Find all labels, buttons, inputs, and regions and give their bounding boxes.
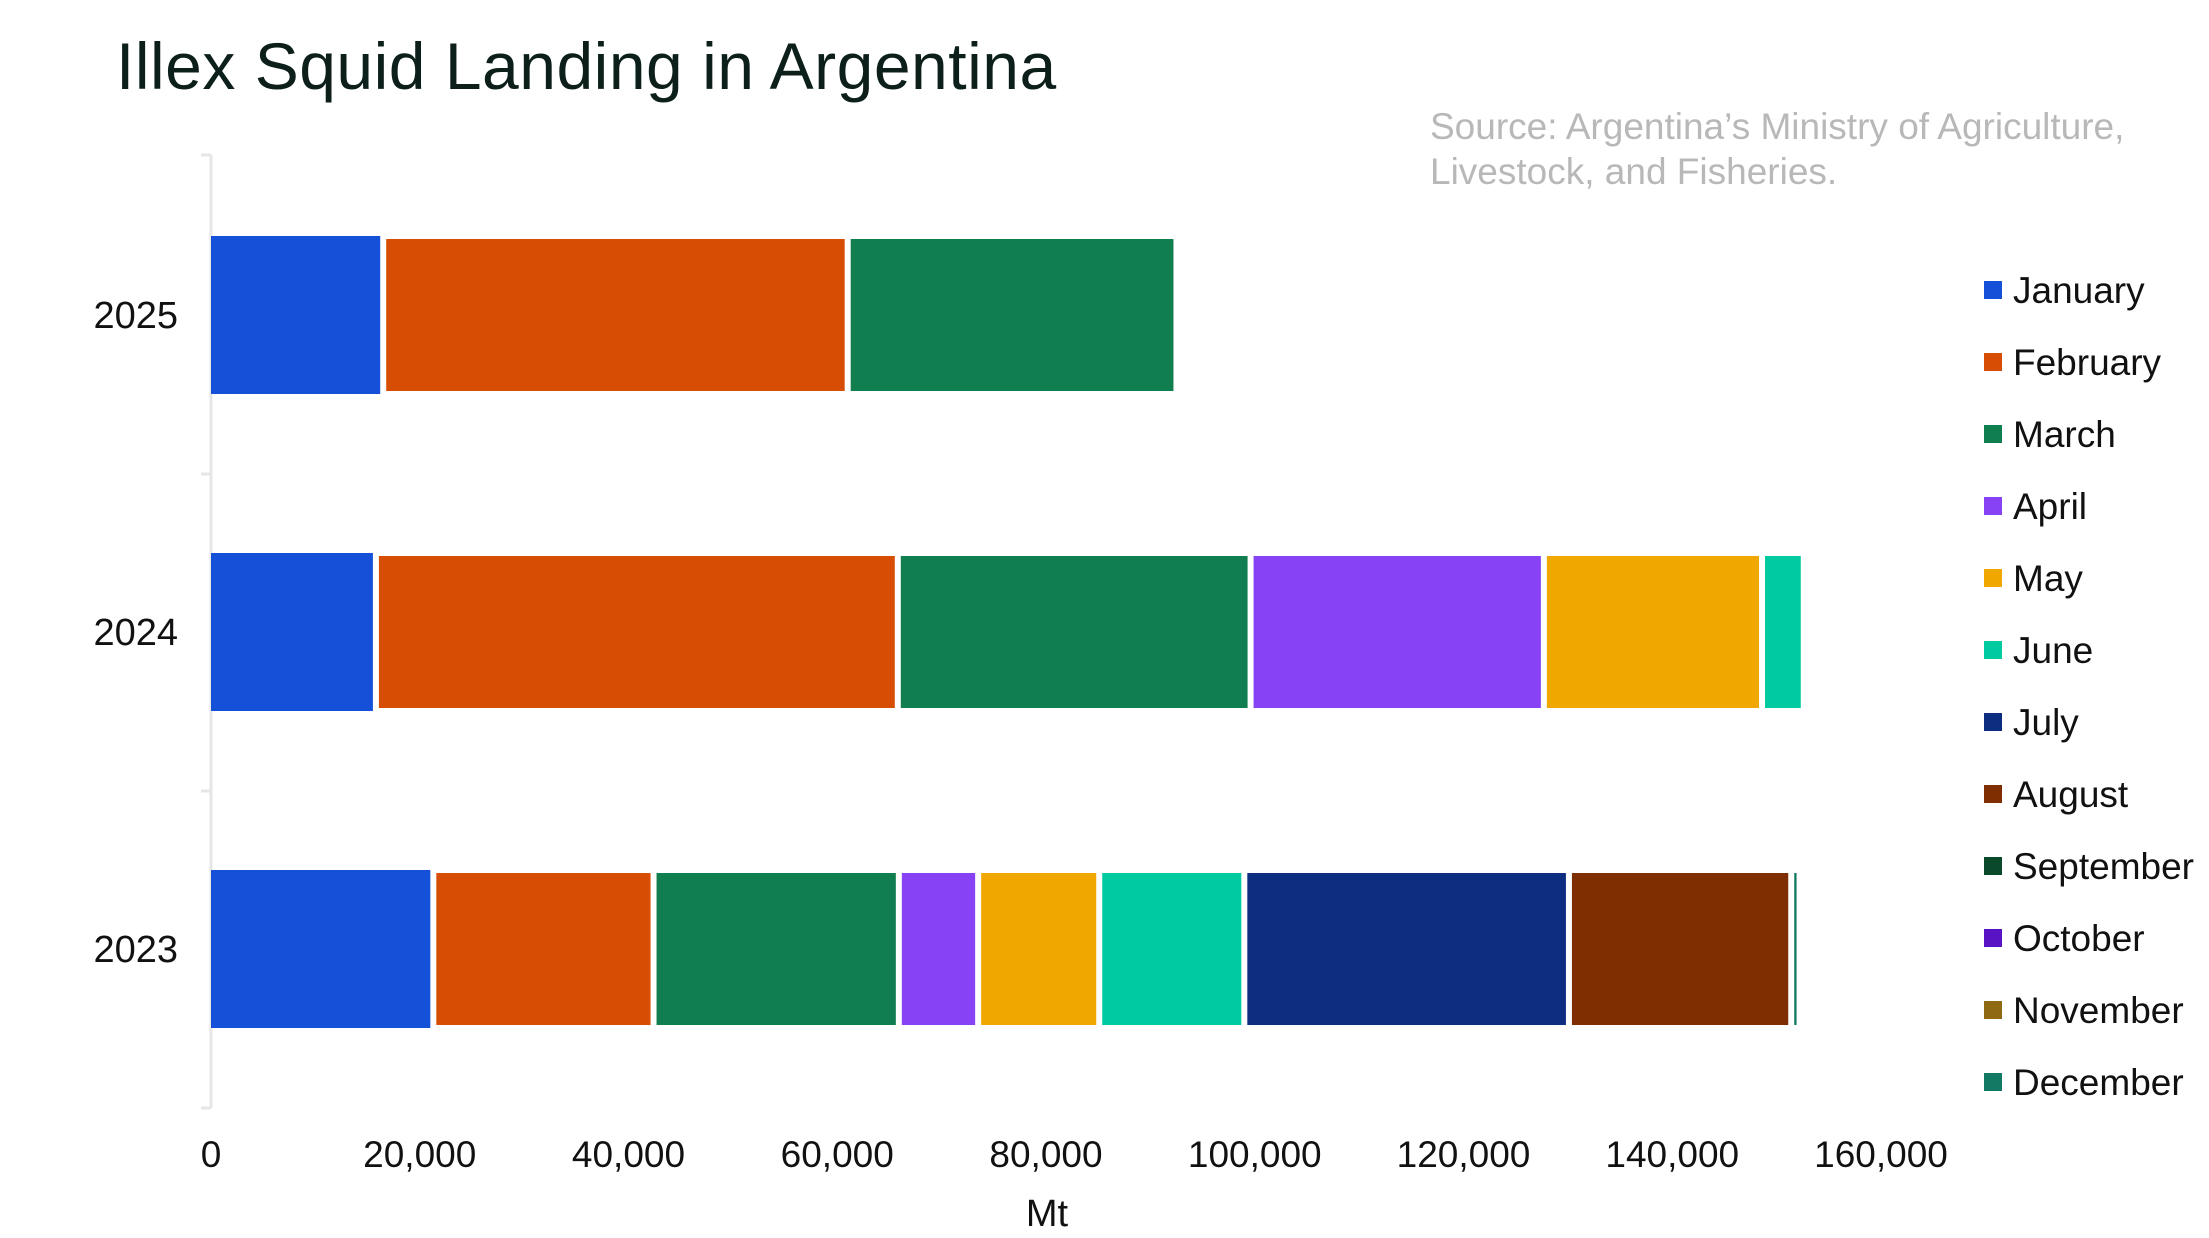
x-tick-label: 140,000 (1605, 1134, 1739, 1175)
bar-segment-2025-february (386, 239, 845, 391)
legend: January February March April May June July Augu… (1984, 270, 2194, 1103)
bar-segment-2024-april (1253, 556, 1541, 708)
bar-segment-2024-march (900, 556, 1248, 708)
legend-label: November (2013, 990, 2184, 1031)
x-tick-label: 100,000 (1188, 1134, 1322, 1175)
legend-label: February (2013, 342, 2162, 383)
x-tick-label: 0 (201, 1134, 222, 1175)
bar-segment-2024-may (1546, 556, 1760, 708)
bar-segment-2023-january (211, 870, 431, 1028)
x-tick-label: 60,000 (781, 1134, 894, 1175)
y-tick-label: 2024 (93, 612, 178, 654)
legend-label: April (2013, 486, 2087, 527)
bars (211, 236, 1801, 1028)
legend-label: July (2013, 702, 2079, 743)
legend-swatch (1984, 641, 2002, 659)
legend-label: March (2013, 414, 2116, 455)
bar-segment-2024-january (211, 553, 373, 711)
legend-label: June (2013, 630, 2093, 671)
x-tick-label: 20,000 (363, 1134, 476, 1175)
bar-segment-2025-january (211, 236, 381, 394)
bar-segment-2023-may (981, 873, 1097, 1025)
legend-label: September (2013, 846, 2194, 887)
bar-segment-2024-june (1765, 556, 1801, 708)
bar-segment-2025-march (850, 239, 1174, 391)
legend-swatch (1984, 929, 2002, 947)
legend-swatch (1984, 1073, 2002, 1091)
legend-swatch (1984, 1001, 2002, 1019)
legend-swatch (1984, 353, 2002, 371)
legend-swatch (1984, 569, 2002, 587)
chart-title: Illex Squid Landing in Argentina (116, 29, 1057, 103)
legend-swatch (1984, 497, 2002, 515)
x-tick-label: 40,000 (572, 1134, 685, 1175)
legend-swatch (1984, 281, 2002, 299)
y-tick-label: 2025 (93, 295, 178, 337)
chart-source-note: Source: Argentina’s Ministry of Agricult… (1430, 106, 2125, 192)
bar-segment-2023-april (901, 873, 976, 1025)
bar-segment-2023-february (436, 873, 651, 1025)
x-axis-label: Mt (1026, 1193, 1069, 1235)
legend-swatch (1984, 785, 2002, 803)
legend-label: December (2013, 1062, 2184, 1103)
bar-segment-2023-july (1247, 873, 1566, 1025)
x-tick-label: 120,000 (1397, 1134, 1531, 1175)
axes: 2025 2024 2023 0 20,000 40,000 60,000 80,000 100… (93, 153, 1948, 1235)
legend-swatch (1984, 713, 2002, 731)
legend-label: January (2013, 270, 2145, 311)
bar-segment-2024-february (378, 556, 895, 708)
bar-segment-2023-march (656, 873, 896, 1025)
legend-label: October (2013, 918, 2145, 959)
bar-segment-2023-august (1571, 873, 1789, 1025)
legend-swatch (1984, 425, 2002, 443)
bar-segment-2023-december (1794, 873, 1797, 1025)
legend-label: August (2013, 774, 2129, 815)
x-tick-label: 80,000 (989, 1134, 1102, 1175)
bar-segment-2023-june (1102, 873, 1242, 1025)
legend-label: May (2013, 558, 2083, 599)
y-tick-label: 2023 (93, 929, 178, 971)
legend-swatch (1984, 857, 2002, 875)
x-tick-label: 160,000 (1814, 1134, 1948, 1175)
